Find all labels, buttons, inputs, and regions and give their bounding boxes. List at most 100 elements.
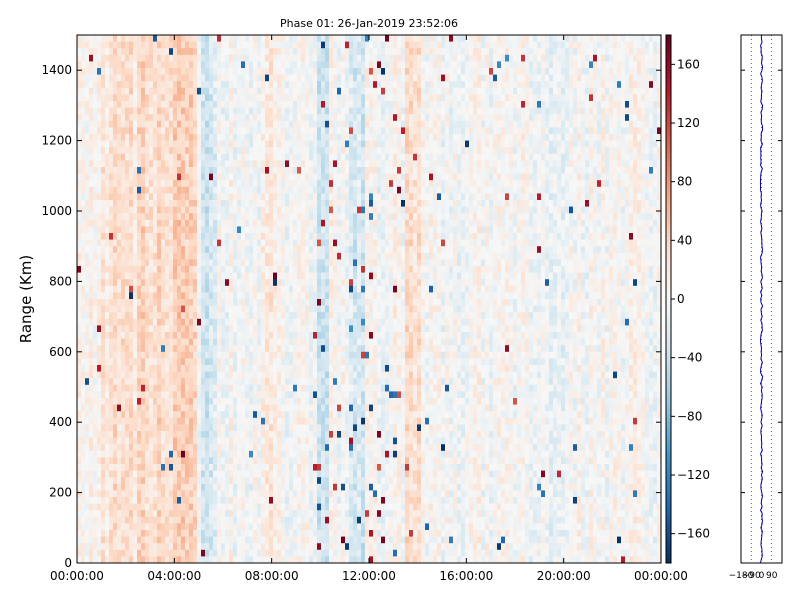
heatmap-cell: [145, 325, 150, 333]
heatmap-cell: [285, 206, 290, 214]
heatmap-cell: [309, 318, 314, 326]
heatmap-cell: [133, 94, 138, 102]
heatmap-cell: [177, 68, 182, 75]
heatmap-cell: [201, 411, 206, 419]
heatmap-cell: [317, 358, 322, 366]
heatmap-cell: [277, 61, 282, 69]
heatmap-cell: [101, 160, 106, 168]
heatmap-cell: [193, 233, 198, 240]
heatmap-cell: [133, 252, 138, 260]
heatmap-cell: [241, 503, 246, 511]
heatmap-cell: [113, 173, 118, 181]
heatmap-cell: [221, 470, 226, 478]
heatmap-cell: [177, 470, 182, 478]
heatmap-cell: [141, 549, 146, 557]
heatmap-cell: [213, 35, 218, 42]
heatmap-cell: [93, 147, 98, 155]
heatmap-cell: [141, 147, 146, 155]
heatmap-cell: [265, 305, 270, 313]
heatmap-cell: [85, 530, 90, 537]
heatmap-cell: [241, 68, 246, 75]
heatmap-cell: [225, 365, 230, 372]
heatmap-cell: [317, 516, 322, 524]
heatmap-cell: [181, 127, 186, 135]
heatmap-cell: [217, 266, 222, 273]
heatmap-cell: [101, 305, 106, 313]
heatmap-cell: [245, 167, 250, 174]
heatmap-cell: [325, 48, 330, 56]
heatmap-cell: [85, 470, 90, 478]
heatmap-cell: [269, 87, 274, 95]
heatmap-cell: [169, 173, 174, 181]
heatmap-cell: [85, 246, 90, 254]
heatmap-cell: [129, 332, 134, 339]
heatmap-cell: [101, 186, 106, 194]
heatmap-cell: [321, 41, 326, 49]
heatmap-cell: [273, 61, 278, 69]
heatmap-cell: [193, 266, 198, 273]
heatmap-cell: [157, 404, 162, 412]
heatmap-cell: [317, 305, 322, 313]
heatmap-cell: [133, 437, 138, 445]
heatmap-cell: [97, 266, 102, 273]
heatmap-cell: [133, 523, 138, 531]
heatmap-cell: [285, 556, 290, 564]
heatmap-cell: [325, 233, 330, 240]
heatmap-cell: [113, 549, 118, 557]
heatmap-cell: [165, 180, 170, 188]
heatmap-cell: [281, 186, 286, 194]
heatmap-cell: [201, 54, 206, 62]
heatmap-cell: [317, 457, 322, 465]
heatmap-cell: [281, 417, 286, 425]
heatmap-cell: [273, 114, 278, 122]
heatmap-cell: [213, 464, 218, 471]
heatmap-cell: [153, 285, 158, 293]
heatmap-cell: [157, 371, 162, 379]
heatmap-cell: [305, 213, 310, 221]
heatmap-cell: [301, 94, 306, 102]
heatmap-cell: [245, 470, 250, 478]
heatmap-cell: [101, 101, 106, 108]
heatmap-cell: [301, 193, 306, 201]
heatmap-cell: [97, 239, 102, 247]
heatmap-cell: [169, 371, 174, 379]
heatmap-cell: [265, 193, 270, 201]
heatmap-cell: [85, 371, 90, 379]
heatmap-cell: [173, 470, 178, 478]
heatmap-cell: [285, 173, 290, 181]
heatmap-cell: [149, 167, 154, 174]
heatmap-cell: [213, 391, 218, 399]
heatmap-cell: [205, 543, 210, 551]
heatmap-cell: [305, 411, 310, 419]
heatmap-cell: [221, 167, 226, 174]
heatmap-cell: [201, 285, 206, 293]
heatmap-cell: [169, 272, 174, 280]
heatmap-cell: [201, 325, 206, 333]
heatmap-cell: [197, 266, 202, 273]
heatmap-cell: [245, 140, 250, 148]
heatmap-cell: [125, 41, 130, 49]
heatmap-cell: [145, 457, 150, 465]
heatmap-cell: [81, 530, 86, 537]
heatmap-cell: [117, 153, 122, 161]
heatmap-cell: [129, 549, 134, 557]
heatmap-cell: [261, 358, 266, 366]
heatmap-cell: [213, 384, 218, 392]
heatmap-cell: [129, 299, 134, 306]
heatmap-cell: [101, 325, 106, 333]
heatmap-cell: [197, 516, 202, 524]
heatmap-cell: [85, 41, 90, 49]
heatmap-cell: [161, 431, 166, 438]
heatmap-cell: [161, 510, 166, 518]
heatmap-cell: [77, 378, 82, 386]
heatmap-cell: [141, 107, 146, 115]
heatmap-cell: [209, 318, 214, 326]
heatmap-cell: [325, 186, 330, 194]
heatmap-cell: [145, 134, 150, 141]
heatmap-cell: [205, 457, 210, 465]
heatmap-cell: [121, 147, 126, 155]
heatmap-cell: [261, 490, 266, 498]
heatmap-cell: [221, 61, 226, 69]
heatmap-cell: [269, 74, 274, 82]
heatmap-cell: [257, 285, 262, 293]
